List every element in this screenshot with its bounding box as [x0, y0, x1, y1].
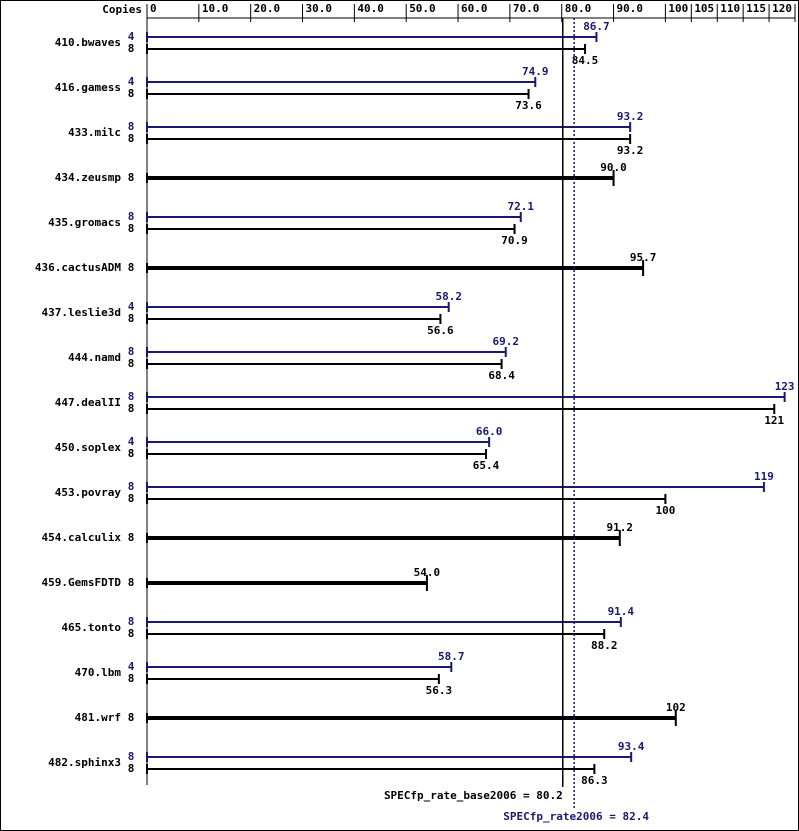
- x-tick-label: 40.0: [357, 2, 384, 15]
- copies: 8: [128, 480, 135, 493]
- benchmark-name: 434.zeusmp: [55, 171, 122, 184]
- value-label: 58.2: [435, 290, 462, 303]
- value-label: 123: [775, 380, 795, 393]
- value-label: 73.6: [515, 99, 542, 112]
- x-tick-label: 60.0: [461, 2, 488, 15]
- copies: 4: [128, 435, 135, 448]
- value-label: 70.9: [501, 234, 528, 247]
- x-tick-label: 100: [668, 2, 688, 15]
- copies: 8: [128, 345, 135, 358]
- value-label: 56.6: [427, 324, 454, 337]
- x-tick-label: 120: [772, 2, 792, 15]
- copies: 4: [128, 30, 135, 43]
- value-label: 72.1: [508, 200, 535, 213]
- value-label: 93.4: [618, 740, 645, 753]
- benchmark-name: 465.tonto: [61, 621, 121, 634]
- benchmark-name: 447.dealII: [55, 396, 121, 409]
- value-label: 95.7: [630, 251, 657, 264]
- benchmark-name: 437.leslie3d: [42, 306, 121, 319]
- copies: 8: [128, 531, 135, 544]
- x-tick-label: 30.0: [306, 2, 333, 15]
- value-label: 91.4: [608, 605, 635, 618]
- benchmark-name: 435.gromacs: [48, 216, 121, 229]
- value-label: 69.2: [492, 335, 519, 348]
- copies: 8: [128, 120, 135, 133]
- benchmark-name: 481.wrf: [75, 711, 121, 724]
- value-label: 86.3: [581, 774, 608, 787]
- copies: 8: [128, 576, 135, 589]
- benchmark-name: 410.bwaves: [55, 36, 121, 49]
- copies: 8: [128, 750, 135, 763]
- benchmark-name: 454.calculix: [42, 531, 122, 544]
- copies: 8: [128, 312, 135, 325]
- copies: 8: [128, 762, 135, 775]
- benchmark-name: 459.GemsFDTD: [42, 576, 122, 589]
- value-label: 119: [754, 470, 774, 483]
- copies: 8: [128, 672, 135, 685]
- copies: 8: [128, 171, 135, 184]
- x-tick-label: 20.0: [254, 2, 281, 15]
- copies: 8: [128, 222, 135, 235]
- benchmark-name: 450.soplex: [55, 441, 122, 454]
- x-tick-label: 80.0: [565, 2, 592, 15]
- benchmark-name: 433.milc: [68, 126, 121, 139]
- value-label: 56.3: [426, 684, 453, 697]
- value-label: 84.5: [572, 54, 599, 67]
- x-tick-label: 50.0: [409, 2, 436, 15]
- value-label: 88.2: [591, 639, 618, 652]
- value-label: 102: [666, 701, 686, 714]
- copies: 8: [128, 447, 135, 460]
- value-label: 58.7: [438, 650, 465, 663]
- copies: 8: [128, 711, 135, 724]
- copies: 8: [128, 87, 135, 100]
- copies: 8: [128, 261, 135, 274]
- value-label: 65.4: [473, 459, 500, 472]
- benchmark-name: 436.cactusADM: [35, 261, 121, 274]
- copies: 4: [128, 75, 135, 88]
- x-tick-label: 10.0: [202, 2, 229, 15]
- copies: 8: [128, 357, 135, 370]
- x-tick-label: 110: [720, 2, 740, 15]
- x-tick-label: 0: [150, 2, 157, 15]
- axis-title: Copies: [102, 3, 142, 16]
- value-label: 90.0: [600, 161, 627, 174]
- copies: 8: [128, 615, 135, 628]
- value-label: 68.4: [488, 369, 515, 382]
- benchmark-name: 444.namd: [68, 351, 121, 364]
- copies: 8: [128, 42, 135, 55]
- copies: 8: [128, 132, 135, 145]
- copies: 4: [128, 300, 135, 313]
- value-label: 100: [655, 504, 675, 517]
- x-tick-label: 70.0: [513, 2, 540, 15]
- x-tick-label: 105: [694, 2, 714, 15]
- copies: 8: [128, 390, 135, 403]
- copies: 8: [128, 627, 135, 640]
- value-label: 66.0: [476, 425, 503, 438]
- x-tick-label: 90.0: [617, 2, 644, 15]
- benchmark-name: 416.gamess: [55, 81, 121, 94]
- copies: 8: [128, 492, 135, 505]
- value-label: 74.9: [522, 65, 549, 78]
- x-tick-label: 115: [746, 2, 766, 15]
- value-label: 93.2: [617, 144, 644, 157]
- value-label: 121: [764, 414, 784, 427]
- benchmark-name: 482.sphinx3: [48, 756, 121, 769]
- value-label: 86.7: [583, 20, 610, 33]
- copies: 8: [128, 210, 135, 223]
- value-label: 91.2: [607, 521, 634, 534]
- reference-label: SPECfp_rate2006 = 82.4: [503, 810, 649, 823]
- value-label: 93.2: [617, 110, 644, 123]
- copies: 8: [128, 402, 135, 415]
- copies: 4: [128, 660, 135, 673]
- benchmark-name: 470.lbm: [75, 666, 122, 679]
- value-label: 54.0: [414, 566, 441, 579]
- benchmark-name: 453.povray: [55, 486, 122, 499]
- reference-label: SPECfp_rate_base2006 = 80.2: [384, 789, 563, 802]
